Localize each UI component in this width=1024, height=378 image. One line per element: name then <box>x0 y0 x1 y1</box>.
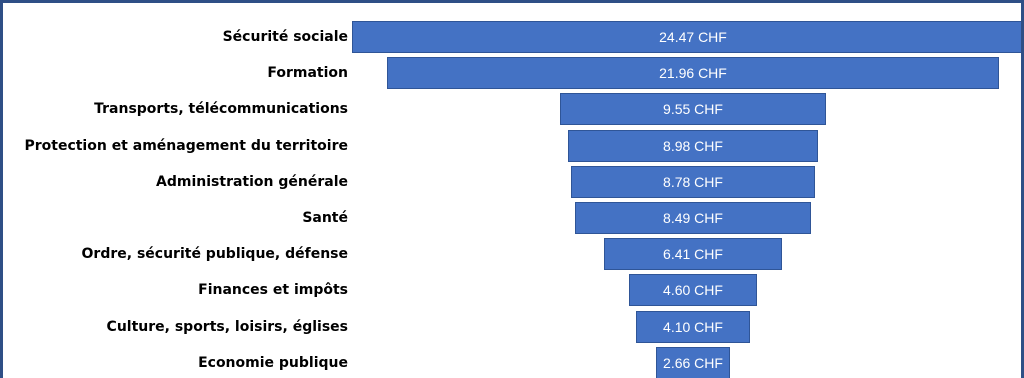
funnel-bar <box>574 202 812 234</box>
funnel-bar <box>352 21 1021 53</box>
funnel-bar <box>386 57 999 90</box>
funnel-bar <box>655 346 731 378</box>
data-label: 24.47 CHF <box>659 29 727 45</box>
category-label: Finances et impôts <box>198 282 348 299</box>
funnel-chart: Sécurité sociale 24.47 CHF Formation 21.96 … <box>3 3 1021 378</box>
category-label: Protection et aménagement du territoire <box>24 137 348 154</box>
category-label: Administration générale <box>156 173 348 190</box>
data-label: 4.10 CHF <box>663 318 723 335</box>
data-label: 2.66 CHF <box>663 354 723 371</box>
funnel-bar <box>567 129 819 162</box>
category-label: Economie publique <box>198 354 348 371</box>
funnel-bar <box>635 310 751 343</box>
category-label: Transports, télécommunications <box>94 101 348 118</box>
funnel-bar <box>559 93 827 126</box>
category-label: Sécurité sociale <box>222 29 348 45</box>
data-label: 8.78 CHF <box>663 173 723 190</box>
data-label: 9.55 CHF <box>663 101 723 118</box>
data-label: 6.41 CHF <box>663 246 723 263</box>
category-label: Ordre, sécurité publique, défense <box>81 246 348 263</box>
data-label: 21.96 CHF <box>659 65 727 82</box>
category-label: Formation <box>267 65 348 82</box>
funnel-bar <box>570 165 816 198</box>
funnel-bar <box>603 238 783 271</box>
data-label: 8.49 CHF <box>663 210 723 226</box>
category-label: Santé <box>302 210 348 226</box>
funnel-bar <box>628 274 758 307</box>
category-label: Culture, sports, loisirs, églises <box>106 318 348 335</box>
data-label: 8.98 CHF <box>663 137 723 154</box>
data-label: 4.60 CHF <box>663 282 723 299</box>
